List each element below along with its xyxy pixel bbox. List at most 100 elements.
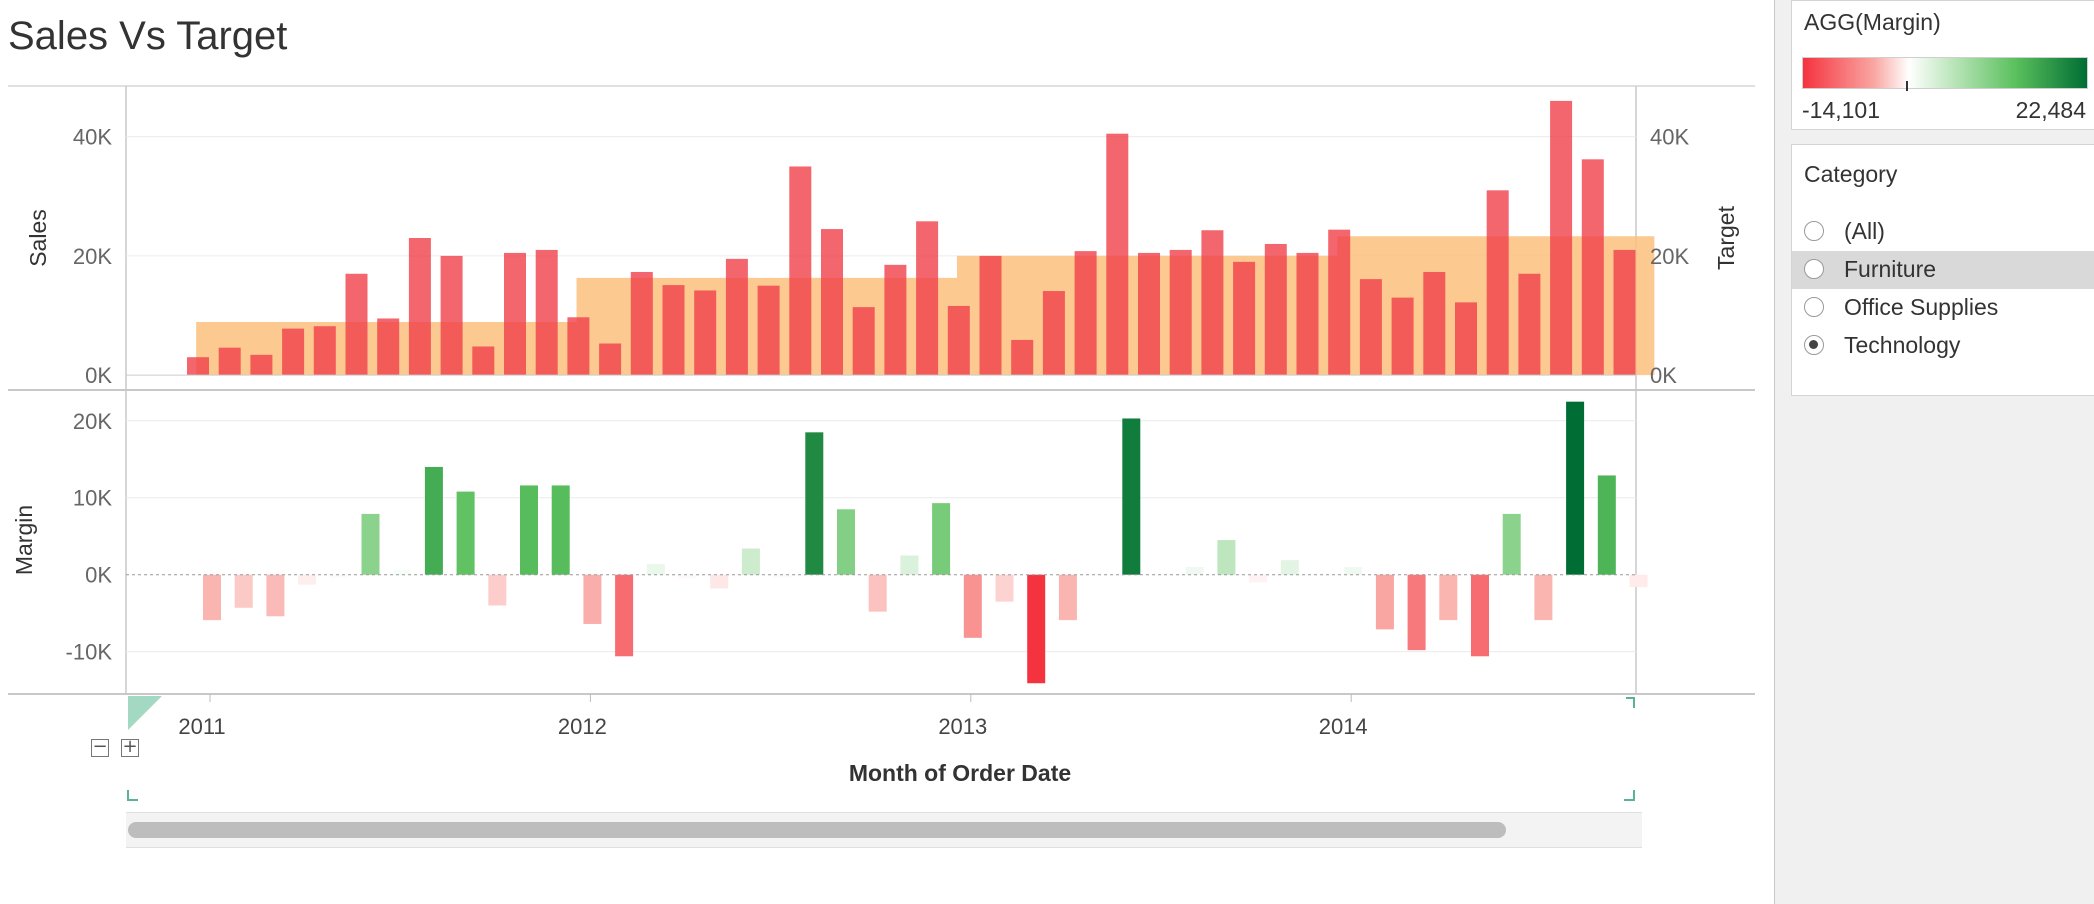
sales-bar xyxy=(1328,229,1351,376)
sales-bar xyxy=(313,326,336,376)
horizontal-scrollbar-thumb[interactable] xyxy=(128,822,1506,838)
margin-bar xyxy=(1597,475,1616,575)
axes: 0K 0K 20K 20K 40K 40K -10K 0K 10K 20K Sales Target M… xyxy=(11,125,1739,801)
x-tick-label: 2013 xyxy=(938,714,987,739)
margin-bar xyxy=(1185,567,1204,575)
margin-bar xyxy=(1439,574,1458,621)
category-filter-title: Category xyxy=(1804,161,1898,187)
margin-bar xyxy=(710,574,729,589)
zoom-in-button[interactable]: + xyxy=(121,736,139,757)
category-option-technology[interactable]: Technology xyxy=(1792,327,2094,365)
sales-bar xyxy=(1518,273,1541,376)
radio-icon[interactable] xyxy=(1804,297,1824,317)
sales-bar xyxy=(1138,252,1160,376)
zoom-corner-icon xyxy=(127,790,138,801)
category-option-label: Office Supplies xyxy=(1844,294,1999,320)
zoom-corner-icon xyxy=(128,696,162,730)
sales-bar xyxy=(694,290,717,376)
margin-tick-label: 0K xyxy=(85,563,112,588)
margin-bar xyxy=(1058,574,1077,621)
radio-icon[interactable] xyxy=(1804,259,1824,279)
x-tick-label: 2011 xyxy=(178,714,225,739)
margin-bar xyxy=(1344,567,1363,575)
chart-frame xyxy=(8,85,1755,695)
category-option-label: (All) xyxy=(1844,218,1885,244)
legend-min-label: -14,101 xyxy=(1802,97,1881,123)
category-option-office-supplies[interactable]: Office Supplies xyxy=(1792,289,2094,327)
margin-bar xyxy=(1566,401,1585,575)
legend-color-ramp xyxy=(1802,57,2088,89)
margin-bar xyxy=(551,485,570,575)
sales-margin-chart: 0K 0K 20K 20K 40K 40K -10K 0K 10K 20K Sales Target M… xyxy=(8,85,1755,801)
sales-bar xyxy=(884,264,907,376)
margin-tick-label: 10K xyxy=(73,486,112,511)
margin-bar xyxy=(488,574,507,606)
margin-bar xyxy=(456,491,475,575)
category-option-label: Furniture xyxy=(1844,256,1937,282)
margin-bar xyxy=(1217,540,1236,575)
margin-bar xyxy=(837,509,855,575)
sales-bar xyxy=(1042,291,1065,376)
sales-bar xyxy=(852,307,875,376)
sales-tick-label: 20K xyxy=(73,244,112,269)
sales-tick-label: 40K xyxy=(73,125,112,150)
sales-bar xyxy=(408,238,431,376)
margin-tick-label: 20K xyxy=(73,409,112,434)
margin-bar xyxy=(583,574,602,624)
target-tick-label: 40K xyxy=(1650,125,1689,150)
margin-bar xyxy=(1090,573,1109,575)
margin-bar xyxy=(646,563,665,575)
margin-bar xyxy=(1407,574,1426,651)
category-option-label: Technology xyxy=(1844,332,1961,358)
legend-zero-tick xyxy=(1906,81,1908,91)
zoom-corner-icon xyxy=(1624,790,1635,801)
sales-bar xyxy=(567,317,590,376)
right-panel: AGG(Margin) -14,101 22,484 Category (All… xyxy=(1774,0,2094,904)
margin-bar xyxy=(203,574,221,621)
category-option-all[interactable]: (All) xyxy=(1792,213,2094,251)
margin-bar xyxy=(678,574,697,579)
margin-bar xyxy=(1502,513,1521,575)
margin-bar xyxy=(1629,574,1648,588)
sales-bar xyxy=(1264,243,1287,376)
sales-bar xyxy=(282,328,305,376)
margin-bar xyxy=(1280,560,1299,575)
sales-bar xyxy=(630,271,653,376)
zoom-out-button[interactable]: − xyxy=(91,736,109,757)
sales-bar xyxy=(662,285,685,376)
sales-bar xyxy=(187,357,209,376)
sales-bar xyxy=(1169,249,1192,376)
legend-title: AGG(Margin) xyxy=(1804,9,1941,35)
category-option-furniture[interactable]: Furniture xyxy=(1792,251,2094,289)
sales-pane xyxy=(126,100,1655,376)
sales-bar xyxy=(377,318,400,376)
sales-bar xyxy=(599,343,622,376)
radio-icon[interactable] xyxy=(1804,221,1824,241)
margin-bar xyxy=(741,548,760,575)
sales-bar xyxy=(1486,190,1509,376)
sales-bar xyxy=(218,347,241,376)
target-tick-label: 20K xyxy=(1650,244,1689,269)
margin-tick-label: -10K xyxy=(66,640,113,665)
x-tick-label: 2014 xyxy=(1319,714,1368,739)
sales-bar xyxy=(757,285,780,376)
sales-bar xyxy=(1455,302,1477,376)
margin-bar xyxy=(361,513,380,575)
margin-bar xyxy=(424,466,443,575)
margin-bar xyxy=(329,574,348,578)
radio-icon[interactable] xyxy=(1804,335,1824,355)
sales-bar xyxy=(979,255,1002,376)
margin-bar xyxy=(266,574,285,617)
x-axis-title: Month of Order Date xyxy=(849,760,1071,786)
sales-bar xyxy=(504,252,526,376)
sales-bar xyxy=(725,258,748,376)
radio-selected-icon xyxy=(1809,340,1818,349)
sales-bar xyxy=(1359,279,1382,376)
margin-bar xyxy=(1154,573,1172,575)
sales-bar xyxy=(1201,230,1224,376)
sales-axis-title: Sales xyxy=(25,209,51,267)
margin-bar xyxy=(1312,573,1331,575)
sales-bar xyxy=(1296,252,1319,376)
target-axis-title: Target xyxy=(1713,205,1739,270)
sales-bar xyxy=(345,273,368,376)
